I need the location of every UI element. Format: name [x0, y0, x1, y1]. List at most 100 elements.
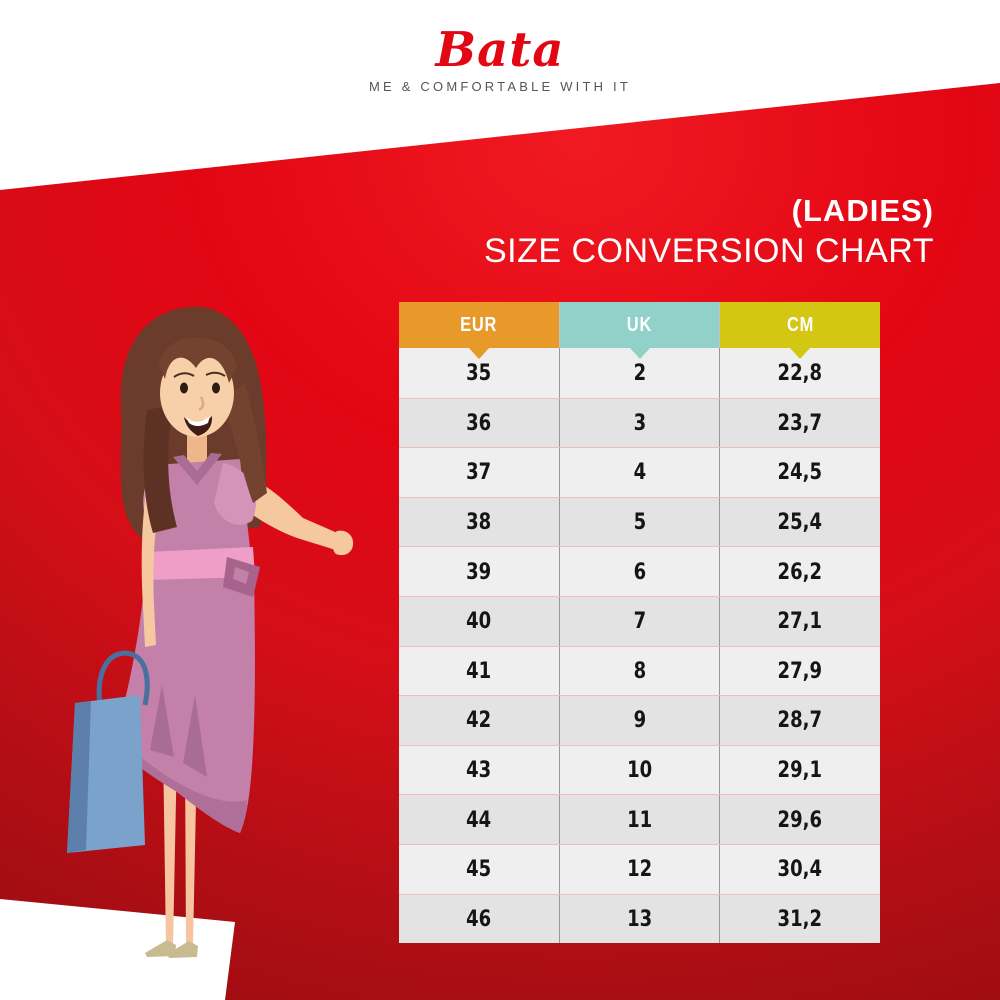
cell-value: 11	[626, 806, 653, 833]
table-cell: 10	[558, 745, 720, 795]
table-cell: 41	[399, 647, 559, 696]
table-row: 37 4 24,5	[399, 447, 880, 497]
table-cell: 39	[399, 547, 559, 596]
table-cell: 4	[558, 448, 720, 497]
cell-value: 45	[466, 856, 492, 883]
cell-value: 42	[466, 707, 492, 734]
table-cell: 42	[399, 696, 559, 745]
cell-value: 13	[626, 905, 653, 932]
table-cell: 43	[399, 746, 559, 795]
cell-value: 8	[633, 657, 646, 684]
table-cell: 37	[399, 448, 559, 497]
table-header-row: EUR UK CM	[399, 302, 881, 359]
cell-value: 46	[466, 905, 492, 932]
table-cell: 9	[558, 696, 720, 745]
cell-value: 7	[633, 608, 646, 635]
table-cell: 23,7	[719, 398, 880, 448]
table-cell: 7	[558, 596, 720, 646]
cell-value: 26,2	[777, 558, 823, 585]
table-cell: 13	[558, 894, 720, 944]
table-row: 40 7 27,1	[399, 595, 880, 646]
column-header-uk: UK	[558, 302, 720, 359]
dress-collar	[173, 453, 222, 485]
cell-value: 35	[466, 359, 492, 386]
face	[160, 349, 234, 437]
hair-front	[159, 337, 237, 383]
shoe-left	[145, 940, 176, 957]
cell-value: 37	[466, 459, 492, 486]
table-cell: 12	[558, 844, 720, 894]
cell-value: 23,7	[777, 409, 823, 436]
cell-value: 6	[633, 558, 646, 585]
cell-value: 22,8	[777, 359, 823, 386]
cell-value: 27,9	[777, 657, 823, 684]
cell-value: 5	[633, 509, 646, 536]
chart-category: (LADIES)	[791, 193, 934, 228]
cell-value: 12	[626, 856, 653, 883]
bag-handle	[96, 650, 150, 708]
cell-value: 40	[466, 608, 492, 635]
eye-right	[212, 382, 220, 394]
table-cell: 27,1	[719, 596, 880, 646]
cell-value: 44	[466, 806, 492, 833]
table-cell: 26,2	[719, 547, 880, 596]
table-cell: 11	[558, 795, 720, 844]
table-row: 43 10 29,1	[399, 744, 880, 795]
cell-value: 27,1	[777, 608, 823, 635]
skirt-fold-1	[150, 685, 174, 757]
table-cell: 45	[399, 845, 559, 894]
eyebrow-right	[205, 371, 226, 377]
table-cell: 2	[558, 348, 720, 398]
table-cell: 8	[558, 646, 720, 696]
table-cell: 30,4	[719, 844, 880, 894]
table-cell: 31,2	[719, 894, 880, 944]
table-cell: 44	[399, 795, 559, 844]
mouth	[184, 416, 213, 436]
table-cell: 29,6	[719, 795, 880, 844]
hair-strand-left	[143, 405, 177, 533]
table-cell: 5	[558, 497, 720, 547]
nose	[198, 396, 205, 412]
column-header-label: CM	[786, 313, 814, 336]
hip-bow-knot	[233, 567, 249, 584]
table-row: 36 3 23,7	[399, 397, 880, 448]
table-cell: 25,4	[719, 497, 880, 547]
table-cell: 29,1	[719, 745, 880, 795]
table-row: 38 5 25,4	[399, 496, 880, 547]
table-cell: 27,9	[719, 646, 880, 696]
size-conversion-table: EUR UK CM 35 2 22,8 36 3 23,7 37 4 24,5 38 5 25,4 39 6 2…	[399, 302, 881, 944]
table-body: 35 2 22,8 36 3 23,7 37 4 24,5 38 5 25,4 39 6 26,2 40 7 27…	[399, 348, 880, 944]
table-cell: 24,5	[719, 448, 880, 497]
cell-value: 41	[466, 657, 492, 684]
cell-value: 3	[633, 409, 646, 436]
table-cell: 3	[558, 398, 720, 448]
cell-value: 39	[466, 558, 492, 585]
bata-logo-text: Bata	[435, 22, 565, 78]
cell-value: 4	[633, 459, 646, 486]
eyebrow-left	[173, 372, 195, 378]
skirt-hem-shadow	[113, 735, 247, 833]
leg-left	[163, 745, 177, 946]
table-cell: 35	[399, 348, 559, 398]
cell-value: 28,7	[777, 707, 823, 734]
cell-value: 25,4	[777, 509, 823, 536]
hair-strand-right	[223, 383, 267, 503]
column-header-eur: EUR	[399, 302, 559, 359]
brand-tagline: ME & COMFORTABLE WITH IT	[369, 78, 631, 94]
cell-value: 31,2	[777, 905, 823, 932]
cell-value: 38	[466, 509, 492, 536]
shopper-illustration	[67, 306, 354, 958]
column-header-label: EUR	[460, 313, 498, 336]
cell-value: 9	[633, 707, 646, 734]
table-cell: 6	[558, 547, 720, 596]
cell-value: 24,5	[777, 459, 823, 486]
table-cell: 36	[399, 399, 559, 448]
table-row: 39 6 26,2	[399, 546, 880, 596]
table-cell: 28,7	[719, 696, 880, 745]
table-cell: 38	[399, 498, 559, 547]
cell-value: 29,1	[777, 757, 823, 784]
table-cell: 40	[399, 597, 559, 646]
cell-value: 29,6	[777, 806, 823, 833]
brand-logo: Bata ME & COMFORTABLE WITH IT	[0, 24, 1000, 94]
